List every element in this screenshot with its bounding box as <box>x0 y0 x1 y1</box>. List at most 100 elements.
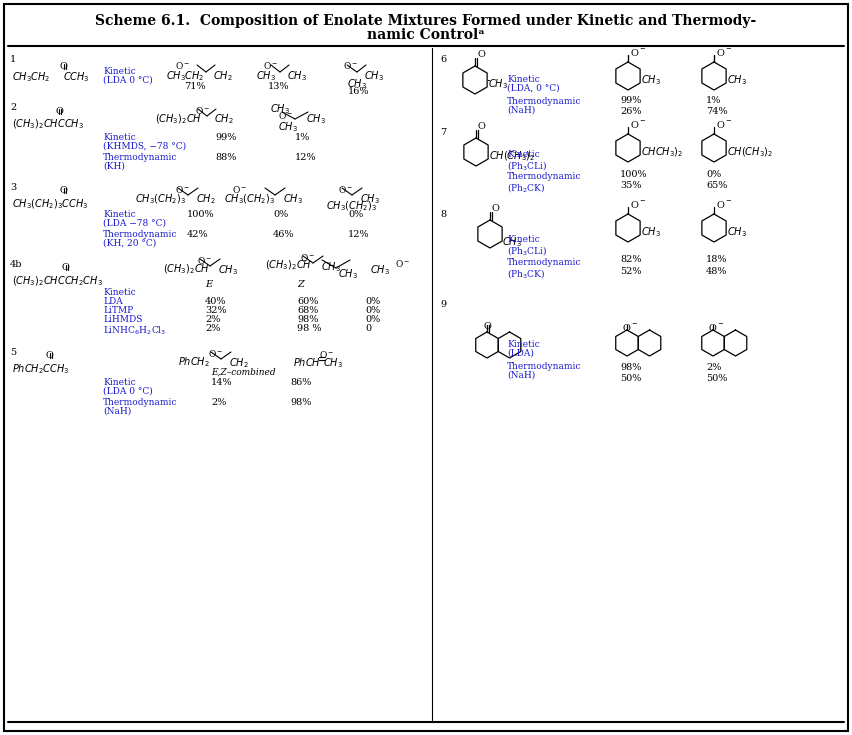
Text: 40%: 40% <box>205 297 227 306</box>
Text: O$^-$: O$^-$ <box>175 184 190 195</box>
Text: 74%: 74% <box>706 107 728 116</box>
Text: Thermodynamic: Thermodynamic <box>507 362 582 371</box>
Text: (Ph$_3$CLi): (Ph$_3$CLi) <box>507 244 547 257</box>
Text: 8: 8 <box>440 210 446 219</box>
Text: (LDA): (LDA) <box>507 349 534 358</box>
Text: O: O <box>484 322 492 331</box>
Text: Kinetic: Kinetic <box>507 340 540 349</box>
Text: 6: 6 <box>440 55 446 64</box>
Text: Kinetic: Kinetic <box>507 75 540 84</box>
Text: O$^-$: O$^-$ <box>195 105 210 116</box>
Text: 26%: 26% <box>620 107 642 116</box>
Text: $(CH_3)_2CHCCH_3$: $(CH_3)_2CHCCH_3$ <box>12 117 84 131</box>
Text: 100%: 100% <box>187 210 215 219</box>
Text: 0%: 0% <box>348 210 363 219</box>
Text: 0%: 0% <box>706 170 722 179</box>
Text: $CH_3$: $CH_3$ <box>502 235 522 249</box>
Text: 0%: 0% <box>365 297 380 306</box>
Text: O: O <box>492 204 500 213</box>
Text: 2%: 2% <box>706 363 722 372</box>
Text: 1%: 1% <box>706 96 722 105</box>
Text: $CH_3(CH_2)_3$: $CH_3(CH_2)_3$ <box>326 199 377 212</box>
Text: O$^-$: O$^-$ <box>716 47 733 58</box>
Text: 65%: 65% <box>706 181 728 190</box>
Text: 98%: 98% <box>297 315 319 324</box>
Text: $CH_3$: $CH_3$ <box>306 112 326 126</box>
Text: 71%: 71% <box>184 82 205 91</box>
Text: $CH_3$: $CH_3$ <box>727 225 747 239</box>
Text: O$^-$: O$^-$ <box>630 47 647 58</box>
Text: $(CH_3)_2CH$: $(CH_3)_2CH$ <box>163 262 210 276</box>
Text: LiHMDS: LiHMDS <box>103 315 142 324</box>
Text: 82%: 82% <box>620 255 642 264</box>
Text: 68%: 68% <box>297 306 319 315</box>
Text: 12%: 12% <box>348 230 370 239</box>
Text: LiTMP: LiTMP <box>103 306 133 315</box>
Text: 3: 3 <box>10 183 16 192</box>
Text: $CH_3$: $CH_3$ <box>370 263 390 277</box>
Text: O: O <box>46 351 54 360</box>
Text: 16%: 16% <box>348 87 370 96</box>
Text: Kinetic: Kinetic <box>103 378 135 387</box>
Text: Thermodynamic: Thermodynamic <box>507 172 582 181</box>
Text: Thermodynamic: Thermodynamic <box>103 398 177 407</box>
Text: 0%: 0% <box>365 315 380 324</box>
Text: O$^-$: O$^-$ <box>630 119 647 130</box>
Text: (LDA, 0 °C): (LDA, 0 °C) <box>507 84 560 93</box>
Text: $CH_3$: $CH_3$ <box>641 73 661 87</box>
Text: 12%: 12% <box>295 153 317 162</box>
Text: (LDA 0 °C): (LDA 0 °C) <box>103 76 153 85</box>
Text: $CH_3$: $CH_3$ <box>283 192 303 206</box>
Text: Kinetic: Kinetic <box>103 288 135 297</box>
Text: (KHMDS, −78 °C): (KHMDS, −78 °C) <box>103 142 186 151</box>
Text: (NaH): (NaH) <box>507 371 535 380</box>
Text: O$^-$: O$^-$ <box>716 119 733 130</box>
Text: $CCH_3$: $CCH_3$ <box>63 70 89 84</box>
Text: 1: 1 <box>10 55 16 64</box>
Text: O$^-$: O$^-$ <box>622 322 638 333</box>
Text: $CH_3$: $CH_3$ <box>641 225 661 239</box>
Text: $(CH_3)_2CH$: $(CH_3)_2CH$ <box>265 258 312 272</box>
Text: 2%: 2% <box>205 315 221 324</box>
Text: $CH_3$: $CH_3$ <box>270 102 290 116</box>
Text: $CH(CH_3)_2$: $CH(CH_3)_2$ <box>489 149 535 162</box>
Text: O$^-$: O$^-$ <box>395 258 411 269</box>
Text: O: O <box>477 50 485 59</box>
Text: $CH_3CH_2$: $CH_3CH_2$ <box>166 69 204 83</box>
Text: $CH_2$: $CH_2$ <box>214 112 233 126</box>
Text: $(CH_3)_2CHCCH_2CH_3$: $(CH_3)_2CHCCH_2CH_3$ <box>12 274 103 287</box>
Text: O$^-$: O$^-$ <box>338 184 354 195</box>
Text: (KH, 20 °C): (KH, 20 °C) <box>103 239 156 248</box>
Text: (LDA 0 °C): (LDA 0 °C) <box>103 387 153 396</box>
Text: 42%: 42% <box>187 230 209 239</box>
Text: $CH_3$: $CH_3$ <box>278 120 298 134</box>
Text: 98 %: 98 % <box>297 324 321 333</box>
Text: 7: 7 <box>440 128 446 137</box>
Text: 46%: 46% <box>273 230 295 239</box>
Text: Kinetic: Kinetic <box>507 235 540 244</box>
Text: $CH_3$: $CH_3$ <box>256 69 276 83</box>
Text: 88%: 88% <box>215 153 236 162</box>
Text: $CHCH_3)_2$: $CHCH_3)_2$ <box>641 145 683 159</box>
Text: 4b: 4b <box>10 260 22 269</box>
Text: E: E <box>205 280 212 289</box>
Text: $CH_2$: $CH_2$ <box>229 356 249 370</box>
Text: O$^-$: O$^-$ <box>197 255 212 266</box>
Text: O$^-$: O$^-$ <box>208 348 223 359</box>
Text: Kinetic: Kinetic <box>507 150 540 159</box>
Text: 1%: 1% <box>295 133 310 142</box>
Text: Kinetic: Kinetic <box>103 67 135 76</box>
Text: $(CH_3)_2CH$: $(CH_3)_2CH$ <box>155 112 202 126</box>
Text: O$^-$: O$^-$ <box>232 184 247 195</box>
Text: 60%: 60% <box>297 297 319 306</box>
Text: Thermodynamic: Thermodynamic <box>507 97 582 106</box>
Text: $CH_3(CH_2)_3CCH_3$: $CH_3(CH_2)_3CCH_3$ <box>12 197 89 211</box>
Text: 2%: 2% <box>211 398 227 407</box>
Text: Kinetic: Kinetic <box>103 133 135 142</box>
Text: 14%: 14% <box>211 378 233 387</box>
Text: 50%: 50% <box>620 374 642 383</box>
Text: 35%: 35% <box>620 181 642 190</box>
Text: (LDA −78 °C): (LDA −78 °C) <box>103 219 166 228</box>
Text: 0%: 0% <box>273 210 288 219</box>
Text: (Ph$_3$CLi): (Ph$_3$CLi) <box>507 159 547 172</box>
